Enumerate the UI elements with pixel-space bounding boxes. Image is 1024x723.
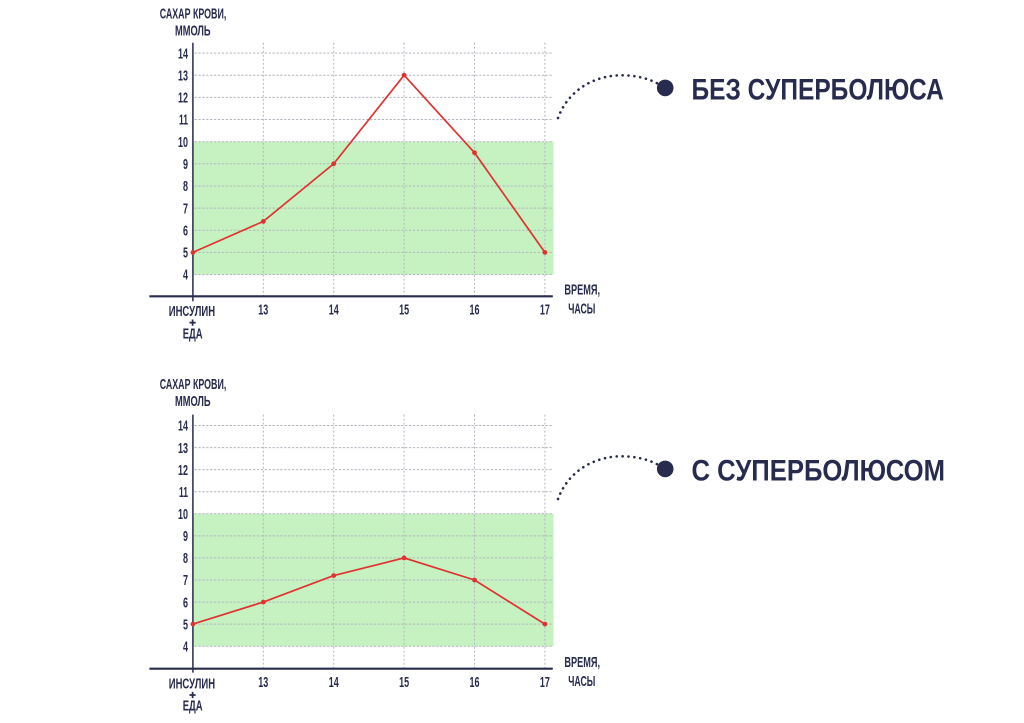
svg-text:11: 11: [179, 485, 188, 501]
svg-text:САХАР КРОВИ,: САХАР КРОВИ,: [160, 6, 227, 23]
svg-text:4: 4: [183, 639, 188, 655]
svg-text:7: 7: [183, 573, 188, 589]
svg-text:17: 17: [540, 675, 550, 691]
svg-text:14: 14: [329, 302, 339, 318]
svg-text:ВРЕМЯ,: ВРЕМЯ,: [564, 654, 600, 671]
svg-text:13: 13: [178, 441, 188, 457]
svg-text:8: 8: [183, 179, 188, 195]
svg-text:14: 14: [178, 419, 188, 435]
svg-text:16: 16: [470, 675, 480, 691]
svg-text:13: 13: [258, 675, 268, 691]
svg-text:ВРЕМЯ,: ВРЕМЯ,: [564, 281, 600, 298]
svg-text:9: 9: [183, 157, 188, 173]
svg-text:15: 15: [399, 675, 409, 691]
svg-text:ММОЛЬ: ММОЛЬ: [175, 393, 211, 410]
svg-text:6: 6: [183, 595, 188, 611]
svg-text:16: 16: [470, 302, 480, 318]
svg-text:12: 12: [178, 463, 188, 479]
svg-text:17: 17: [540, 302, 550, 318]
svg-text:13: 13: [258, 302, 268, 318]
svg-text:9: 9: [183, 529, 188, 545]
svg-text:ЕДА: ЕДА: [183, 699, 203, 715]
svg-text:10: 10: [178, 507, 188, 523]
svg-text:6: 6: [183, 224, 188, 240]
svg-text:5: 5: [183, 617, 188, 633]
svg-text:14: 14: [329, 675, 339, 691]
svg-text:15: 15: [399, 302, 409, 318]
svg-text:ЕДА: ЕДА: [183, 326, 203, 342]
svg-text:САХАР КРОВИ,: САХАР КРОВИ,: [160, 376, 227, 393]
svg-text:4: 4: [183, 268, 188, 284]
svg-text:ИНСУЛИН: ИНСУЛИН: [169, 676, 215, 692]
svg-text:10: 10: [178, 135, 188, 151]
svg-text:14: 14: [178, 46, 188, 62]
svg-text:ММОЛЬ: ММОЛЬ: [175, 23, 211, 40]
svg-text:7: 7: [183, 201, 188, 217]
svg-text:ЧАСЫ: ЧАСЫ: [568, 673, 595, 690]
svg-text:5: 5: [183, 246, 188, 262]
svg-text:12: 12: [178, 91, 188, 107]
svg-text:8: 8: [183, 551, 188, 567]
svg-text:ИНСУЛИН: ИНСУЛИН: [169, 304, 215, 320]
svg-text:ЧАСЫ: ЧАСЫ: [568, 301, 595, 318]
svg-text:11: 11: [179, 113, 188, 129]
svg-text:С СУПЕРБОЛЮСОМ: С СУПЕРБОЛЮСОМ: [692, 454, 946, 487]
svg-text:13: 13: [178, 68, 188, 84]
svg-text:БЕЗ СУПЕРБОЛЮСА: БЕЗ СУПЕРБОЛЮСА: [692, 74, 944, 107]
